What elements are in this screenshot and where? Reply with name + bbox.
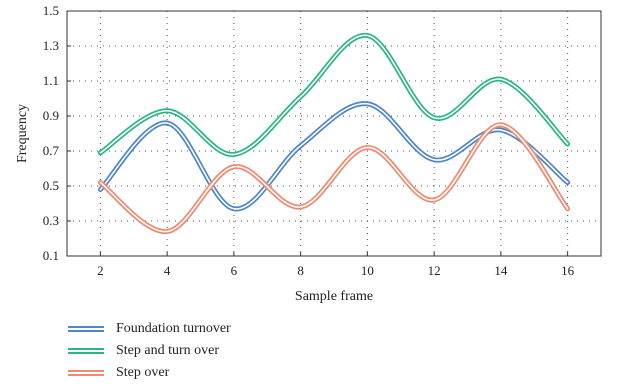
series-2-line xyxy=(97,122,571,235)
y-tick-label: 1.3 xyxy=(43,38,59,53)
line-chart: 2 4 6 8 10 12 14 16 0.1 0.3 0.5 0.7 0.9 1.1 1.3 1.5 Sam… xyxy=(15,3,602,304)
legend-swatch xyxy=(68,369,104,377)
series-layer xyxy=(97,32,571,235)
y-tick-label: 1.5 xyxy=(43,3,59,18)
series-line-inner xyxy=(99,34,569,156)
legend-label: Step and turn over xyxy=(116,343,220,358)
x-tick-label: 14 xyxy=(494,263,508,278)
series-line-outer xyxy=(97,101,571,212)
legend-item-step-over: Step over xyxy=(68,362,231,384)
x-tick-label: 10 xyxy=(361,263,374,278)
y-tick-label: 0.5 xyxy=(43,178,59,193)
plot-frame xyxy=(66,10,602,257)
x-tick-label: 8 xyxy=(297,263,304,278)
grid-lines xyxy=(67,11,601,256)
x-tick-label: 16 xyxy=(561,263,575,278)
y-tick-label: 1.1 xyxy=(43,73,59,88)
series-0-line xyxy=(97,101,571,212)
legend-label: Foundation turnover xyxy=(116,321,231,336)
legend-label: Step over xyxy=(116,365,170,380)
x-axis-title: Sample frame xyxy=(295,289,373,304)
y-tick-label: 0.1 xyxy=(43,248,59,263)
legend-item-foundation-turnover: Foundation turnover xyxy=(68,318,231,340)
series-1-line xyxy=(97,32,571,157)
series-line-outer xyxy=(97,32,571,157)
x-tick-label: 2 xyxy=(97,263,104,278)
legend: Foundation turnover Step and turn over S… xyxy=(68,318,231,384)
y-tick-label: 0.7 xyxy=(43,143,60,158)
series-line-outer xyxy=(97,122,571,235)
y-axis-title: Frequency xyxy=(15,104,30,163)
legend-swatch xyxy=(68,347,104,355)
x-tick-label: 4 xyxy=(164,263,171,278)
y-tick-label: 0.9 xyxy=(43,108,59,123)
y-tick-label: 0.3 xyxy=(43,213,59,228)
series-line-inner xyxy=(99,123,569,233)
x-tick-label: 12 xyxy=(428,263,441,278)
x-tick-label: 6 xyxy=(231,263,238,278)
legend-swatch xyxy=(68,325,104,333)
axis-ticks: 2 4 6 8 10 12 14 16 0.1 0.3 0.5 0.7 0.9 1.1 1.3 1.5 xyxy=(43,3,575,278)
legend-item-step-and-turn-over: Step and turn over xyxy=(68,340,231,362)
